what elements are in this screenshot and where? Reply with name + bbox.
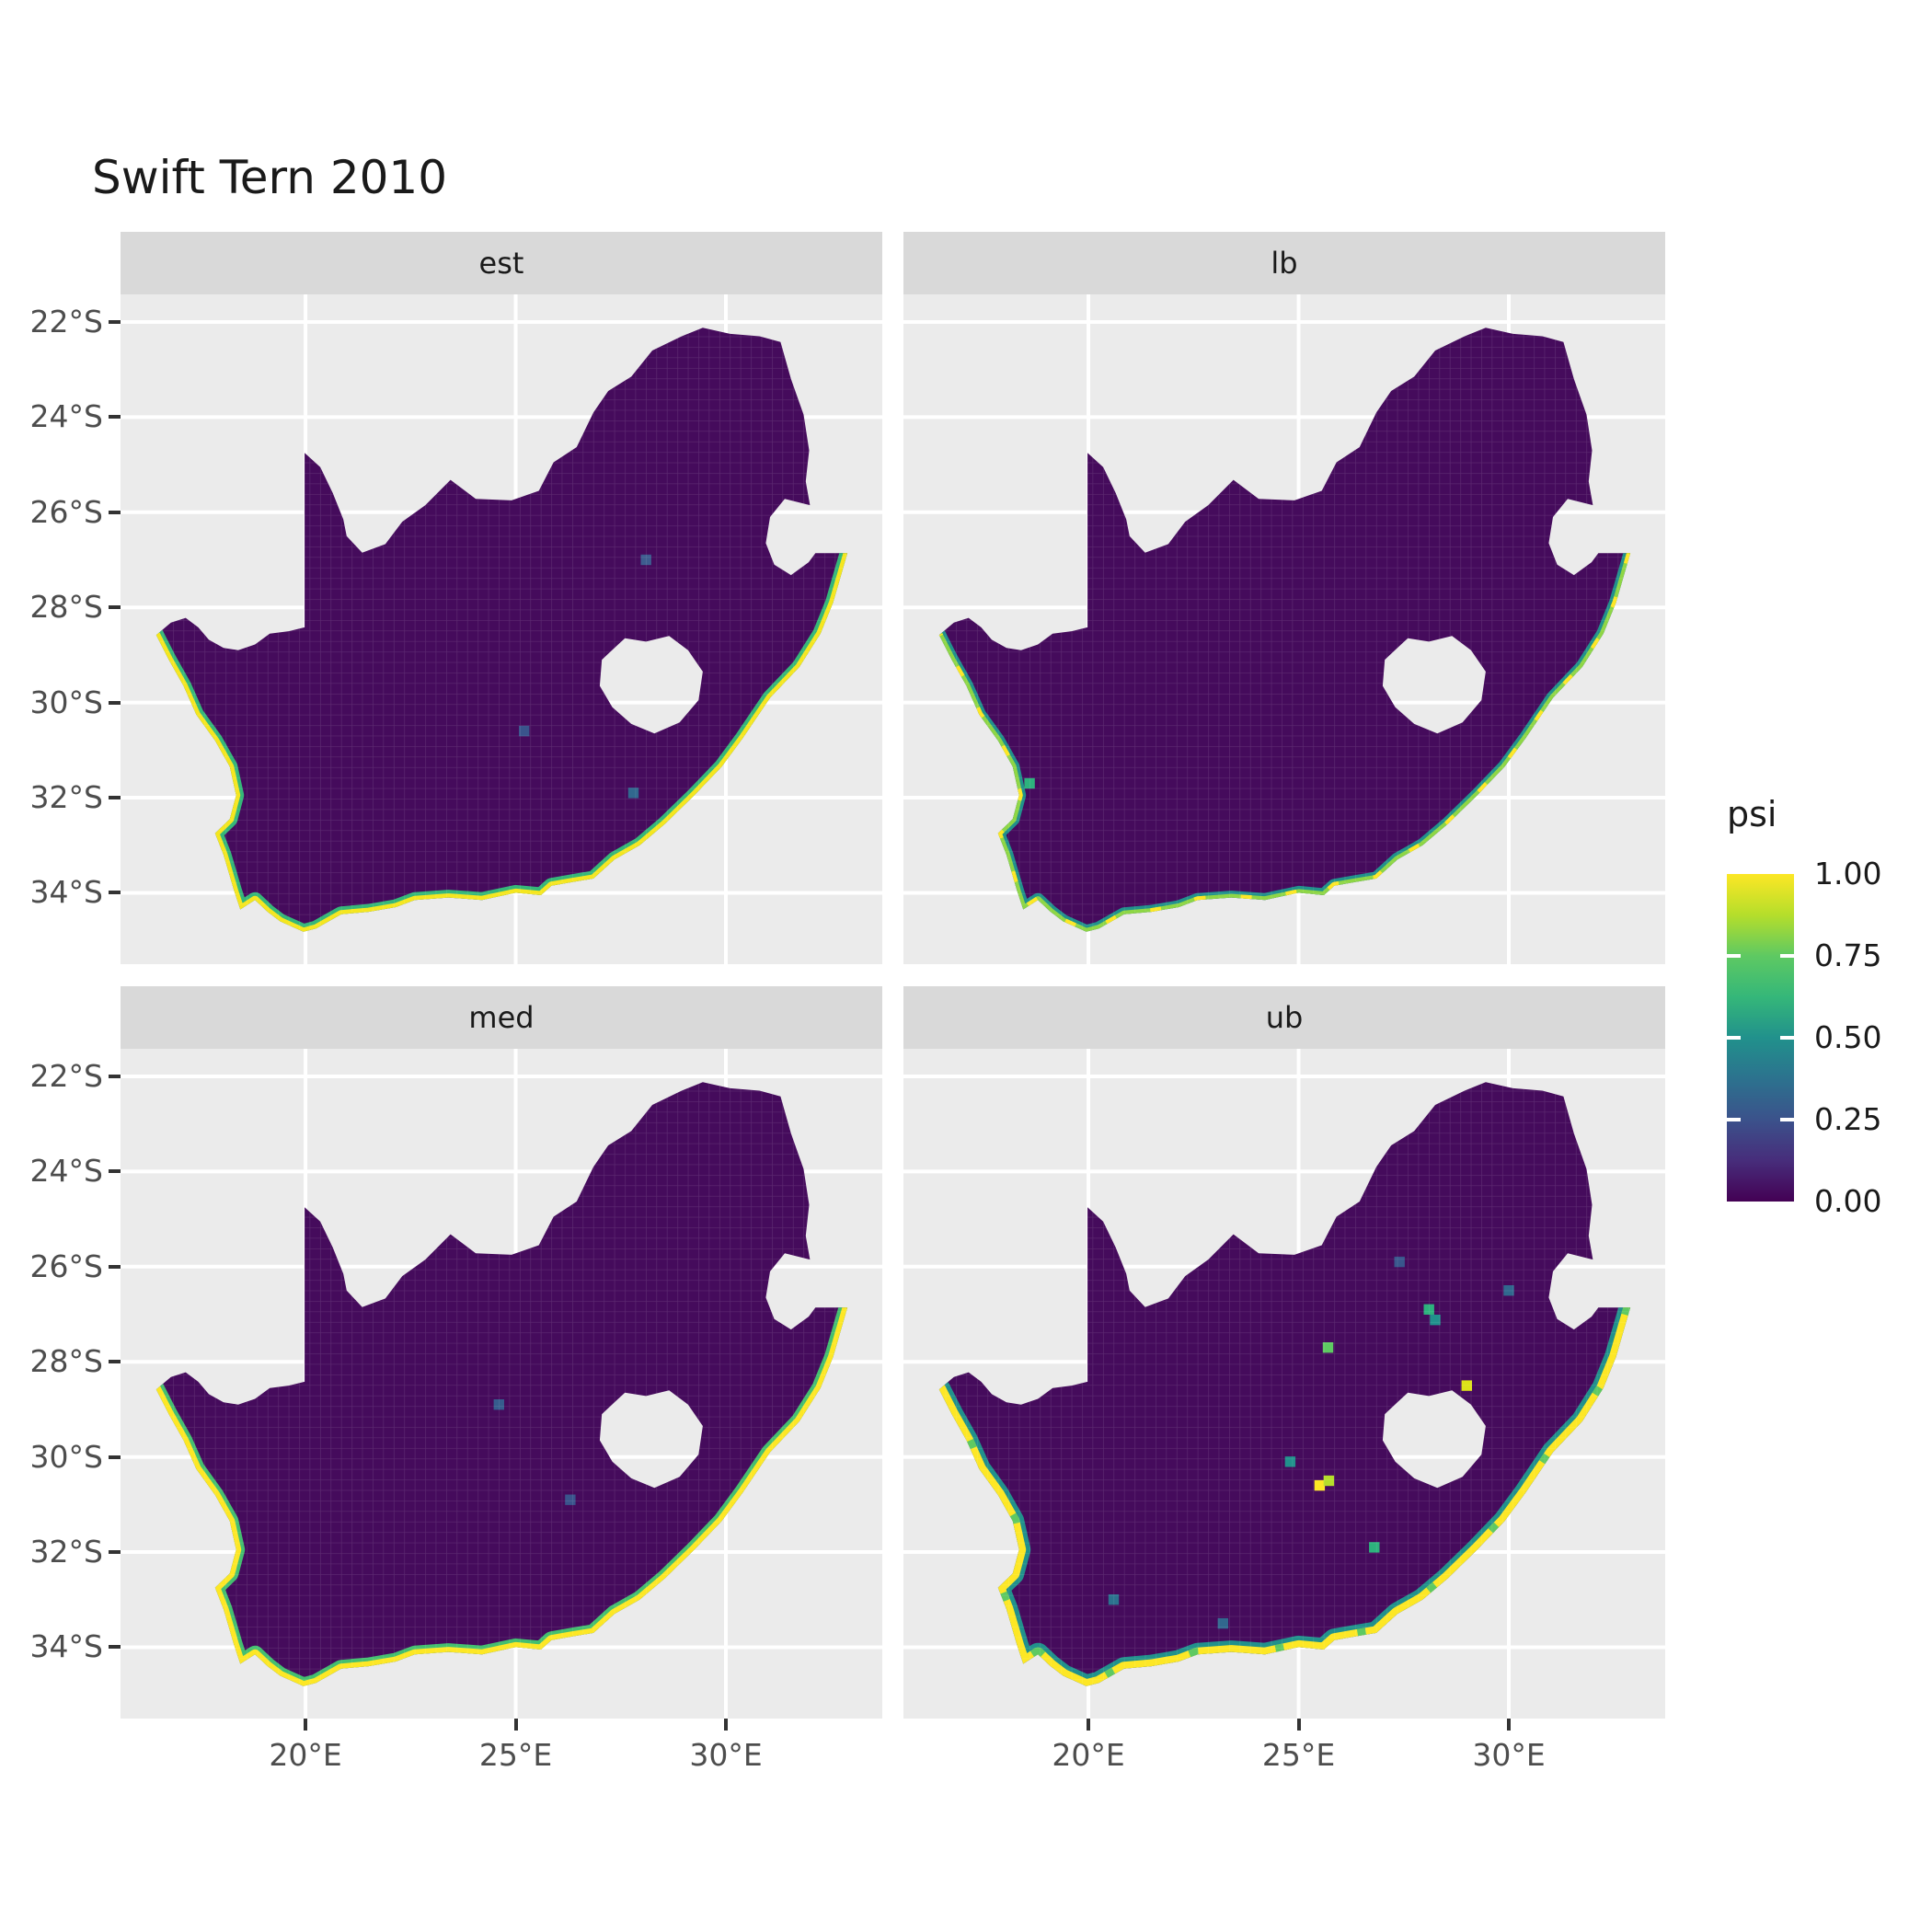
- x-axis-label: 25°E: [1261, 1737, 1336, 1773]
- y-axis-label: 22°S: [29, 303, 103, 339]
- legend-tick: [1780, 1118, 1794, 1121]
- facet-strip-label: ub: [1265, 1000, 1304, 1035]
- y-axis-label: 32°S: [29, 779, 103, 816]
- facet-strip-ub: ub: [903, 986, 1665, 1049]
- legend-tick: [1727, 954, 1741, 958]
- x-axis-label: 30°E: [1472, 1737, 1546, 1773]
- y-axis-label: 24°S: [29, 1153, 103, 1190]
- y-axis-tick: [109, 1550, 121, 1555]
- map-panel-ub: [903, 1049, 1665, 1719]
- y-axis-tick: [109, 415, 121, 420]
- y-axis-label: 22°S: [29, 1057, 103, 1094]
- facet-strip-label: est: [478, 246, 524, 281]
- facet-strip-med: med: [121, 986, 882, 1049]
- y-axis-tick: [109, 1455, 121, 1459]
- y-axis-tick: [109, 700, 121, 705]
- legend-tick: [1780, 1036, 1794, 1040]
- y-axis-tick: [109, 796, 121, 800]
- legend-tick-label: 0.25: [1814, 1101, 1882, 1137]
- x-axis-tick: [1087, 1719, 1091, 1731]
- y-axis-label: 30°S: [29, 684, 103, 720]
- x-axis-tick: [1507, 1719, 1511, 1731]
- legend-tick-label: 0.50: [1814, 1019, 1882, 1055]
- map-panel-med: [121, 1049, 882, 1719]
- facet-strip-label: lb: [1271, 246, 1298, 281]
- y-axis-tick: [109, 1074, 121, 1078]
- map-panel-lb: [903, 294, 1665, 964]
- x-axis-tick: [304, 1719, 308, 1731]
- y-axis-label: 30°S: [29, 1438, 103, 1475]
- plot-title: Swift Tern 2010: [92, 151, 448, 204]
- legend-tick-label: 0.00: [1814, 1183, 1882, 1219]
- facet-strip-est: est: [121, 232, 882, 294]
- y-axis-tick: [109, 1645, 121, 1650]
- legend-tick: [1727, 1118, 1741, 1121]
- legend-tick: [1727, 1036, 1741, 1040]
- y-axis-tick: [109, 319, 121, 324]
- y-axis-tick: [109, 605, 121, 610]
- x-axis-label: 30°E: [689, 1737, 763, 1773]
- legend-title: psi: [1727, 794, 1777, 834]
- facet-strip-label: med: [468, 1000, 535, 1035]
- legend-tick: [1780, 954, 1794, 958]
- y-axis-label: 28°S: [29, 1343, 103, 1380]
- map-panel-est: [121, 294, 882, 964]
- x-axis-tick: [1296, 1719, 1301, 1731]
- y-axis-tick: [109, 891, 121, 895]
- legend-tick-label: 1.00: [1814, 856, 1882, 891]
- y-axis-label: 34°S: [29, 874, 103, 911]
- y-axis-label: 24°S: [29, 398, 103, 435]
- x-axis-label: 25°E: [478, 1737, 553, 1773]
- y-axis-label: 28°S: [29, 589, 103, 626]
- legend-tick-label: 0.75: [1814, 937, 1882, 973]
- y-axis-label: 34°S: [29, 1628, 103, 1665]
- x-axis-tick: [513, 1719, 518, 1731]
- y-axis-label: 32°S: [29, 1534, 103, 1570]
- y-axis-tick: [109, 1264, 121, 1269]
- facet-strip-lb: lb: [903, 232, 1665, 294]
- x-axis-label: 20°E: [1052, 1737, 1125, 1773]
- y-axis-tick: [109, 1169, 121, 1174]
- y-axis-tick: [109, 1360, 121, 1364]
- x-axis-tick: [724, 1719, 728, 1731]
- y-axis-label: 26°S: [29, 1248, 103, 1284]
- x-axis-label: 20°E: [269, 1737, 342, 1773]
- y-axis-tick: [109, 510, 121, 514]
- y-axis-label: 26°S: [29, 493, 103, 530]
